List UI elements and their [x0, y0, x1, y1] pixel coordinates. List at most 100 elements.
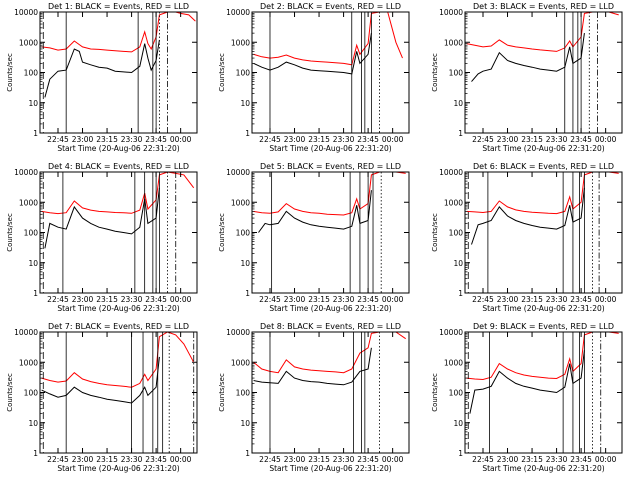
y-tick-label: 100 — [236, 389, 251, 398]
x-tick-label: 23:00 — [284, 455, 306, 464]
x-tick-label: 23:45 — [570, 295, 592, 304]
plot-frame — [39, 171, 198, 294]
x-tick-label: 23:30 — [333, 135, 355, 144]
chart-panel-4: 1 10 100 1000 10000 22:45 23:00 23:15 23:30 23:45… — [6, 162, 198, 313]
chart-title: Det 9: BLACK = Events, RED = LLD — [473, 322, 614, 331]
y-tick-label: 100 — [236, 229, 251, 238]
events-series-line — [44, 187, 160, 249]
x-tick-label: 23:00 — [284, 295, 306, 304]
y-tick-label: 1000 — [444, 38, 463, 47]
events-series-line — [41, 356, 160, 404]
y-axis-label: Counts/sec — [218, 373, 226, 412]
y-axis-label: Counts/sec — [218, 53, 226, 92]
y-tick-label: 1000 — [231, 198, 250, 207]
y-tick-label: 1000 — [444, 358, 463, 367]
y-tick-label: 1 — [458, 129, 463, 138]
x-tick-label: 00:00 — [382, 135, 404, 144]
plot-frame — [39, 331, 198, 454]
x-tick-label: 00:00 — [170, 135, 192, 144]
y-tick-label: 1 — [33, 289, 38, 298]
chart-title: Det 5: BLACK = Events, RED = LLD — [260, 162, 401, 171]
x-tick-label: 00:00 — [382, 455, 404, 464]
x-tick-label: 23:15 — [308, 135, 330, 144]
y-tick-label: 10000 — [439, 328, 463, 337]
x-axis-label: Start Time (20-Aug-06 22:31:20) — [57, 304, 179, 313]
chart-panel-3: 1 10 100 1000 10000 22:45 23:00 23:15 23:30 23:45… — [431, 2, 623, 153]
x-tick-label: 22:45 — [47, 135, 69, 144]
chart-title: Det 1: BLACK = Events, RED = LLD — [48, 2, 189, 11]
x-tick-label: 23:45 — [570, 135, 592, 144]
x-tick-label: 23:45 — [145, 455, 167, 464]
x-tick-label: 00:00 — [170, 455, 192, 464]
x-tick-label: 23:00 — [497, 295, 519, 304]
x-tick-label: 23:30 — [546, 455, 568, 464]
y-tick-label: 1 — [245, 449, 250, 458]
y-tick-label: 1000 — [231, 38, 250, 47]
lld-series-line — [466, 332, 619, 381]
y-tick-label: 10 — [240, 99, 250, 108]
lld-series-line — [41, 172, 195, 215]
plot-frame — [464, 11, 623, 134]
chart-panel-2: 1 10 100 1000 10000 22:45 23:00 23:15 23:30 23:45… — [218, 2, 410, 153]
events-series-line — [258, 190, 372, 233]
y-axis-label: Counts/sec — [431, 53, 439, 92]
x-tick-label: 22:45 — [47, 295, 69, 304]
x-tick-label: 23:30 — [333, 455, 355, 464]
y-tick-label: 10 — [28, 259, 38, 268]
events-series-line — [44, 39, 160, 98]
y-tick-label: 10000 — [226, 8, 250, 17]
x-axis-label: Start Time (20-Aug-06 22:31:20) — [269, 144, 391, 153]
x-tick-label: 00:00 — [382, 295, 404, 304]
events-series-line — [471, 187, 585, 245]
x-tick-label: 23:15 — [521, 295, 543, 304]
y-axis-label: Counts/sec — [6, 213, 14, 252]
y-axis-label: Counts/sec — [6, 373, 14, 412]
y-axis-label: Counts/sec — [431, 373, 439, 412]
chart-panel-5: 1 10 100 1000 10000 22:45 23:00 23:15 23:30 23:45… — [218, 162, 410, 313]
lld-series-line — [253, 172, 406, 216]
y-tick-label: 10000 — [14, 328, 38, 337]
x-axis-label: Start Time (20-Aug-06 22:31:20) — [269, 464, 391, 473]
x-tick-label: 23:30 — [333, 295, 355, 304]
x-tick-label: 23:00 — [284, 135, 306, 144]
x-tick-label: 23:15 — [308, 295, 330, 304]
x-tick-label: 22:45 — [472, 295, 494, 304]
y-tick-label: 10 — [453, 419, 463, 428]
y-tick-label: 1 — [458, 449, 463, 458]
x-tick-label: 23:30 — [121, 295, 143, 304]
x-tick-label: 23:45 — [145, 135, 167, 144]
x-tick-label: 22:45 — [259, 295, 281, 304]
y-tick-label: 100 — [24, 229, 39, 238]
events-series-line — [471, 33, 585, 82]
x-tick-label: 23:00 — [497, 455, 519, 464]
x-axis-label: Start Time (20-Aug-06 22:31:20) — [482, 464, 604, 473]
y-tick-label: 100 — [449, 229, 464, 238]
lld-series-line — [253, 12, 403, 66]
y-tick-label: 1 — [33, 449, 38, 458]
y-tick-label: 10000 — [14, 8, 38, 17]
y-tick-label: 100 — [236, 69, 251, 78]
y-tick-label: 1 — [245, 129, 250, 138]
y-tick-label: 10 — [453, 99, 463, 108]
x-tick-label: 23:00 — [72, 455, 94, 464]
x-tick-label: 23:45 — [357, 295, 379, 304]
x-tick-label: 00:00 — [595, 295, 617, 304]
y-tick-label: 10000 — [439, 168, 463, 177]
lld-series-line — [41, 12, 196, 53]
chart-panel-1: 1 10 100 1000 10000 22:45 23:00 23:15 23:30 23:45… — [6, 2, 198, 153]
y-tick-label: 1 — [33, 129, 38, 138]
y-tick-label: 1000 — [19, 358, 38, 367]
x-tick-label: 23:45 — [357, 455, 379, 464]
x-tick-label: 00:00 — [170, 295, 192, 304]
x-tick-label: 23:00 — [72, 135, 94, 144]
y-tick-label: 10000 — [439, 8, 463, 17]
chart-title: Det 2: BLACK = Events, RED = LLD — [260, 2, 401, 11]
x-tick-label: 23:00 — [497, 135, 519, 144]
x-tick-label: 23:30 — [121, 455, 143, 464]
chart-panel-8: 1 10 100 1000 10000 22:45 23:00 23:15 23:30 23:45… — [218, 322, 410, 473]
x-axis-label: Start Time (20-Aug-06 22:31:20) — [482, 304, 604, 313]
y-tick-label: 10 — [240, 419, 250, 428]
chart-title: Det 3: BLACK = Events, RED = LLD — [473, 2, 614, 11]
x-tick-label: 00:00 — [595, 135, 617, 144]
